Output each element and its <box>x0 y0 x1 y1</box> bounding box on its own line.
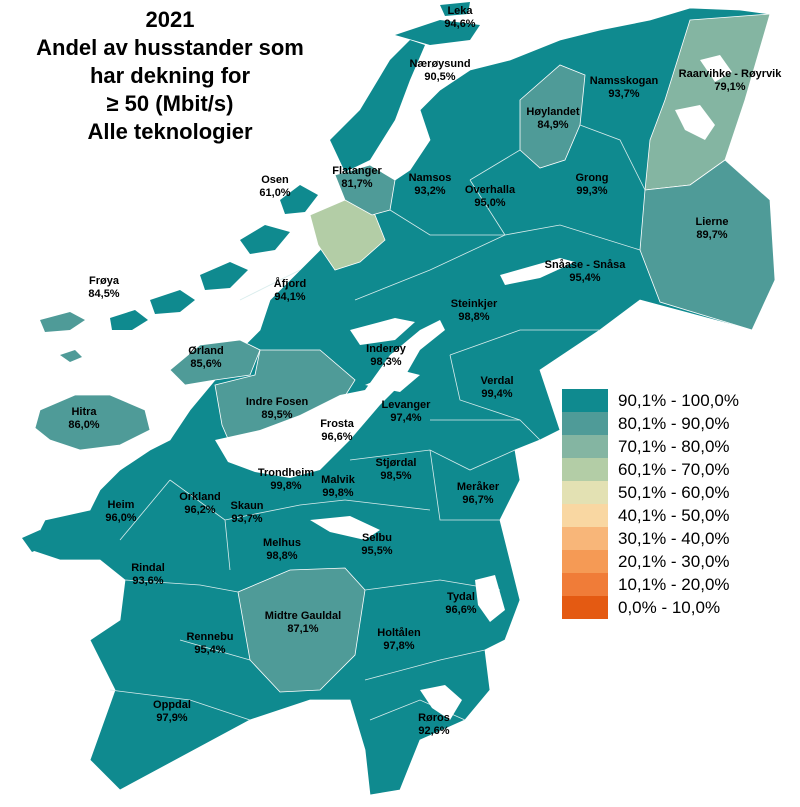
fjords-and-lakes <box>215 55 732 720</box>
label-orkland: Orkland 96,2% <box>179 491 221 516</box>
label-rindal: Rindal 93,6% <box>131 562 165 587</box>
title-line-2: har dekning for <box>89 63 251 88</box>
label-oppdal: Oppdal 97,9% <box>153 699 191 724</box>
legend-row: 90,1% - 100,0% <box>562 389 739 412</box>
label-rennebu: Rennebu 95,4% <box>186 631 234 656</box>
municipal-borders <box>109 124 646 721</box>
label-orland: Ørland 85,6% <box>188 345 224 370</box>
label-stjordal: Stjørdal 98,5% <box>375 457 417 482</box>
label-inderoy: Inderøy 98,3% <box>366 343 406 368</box>
label-royrvik: Raarvihke - Røyrvik 79,1% <box>678 68 782 93</box>
title-line-year: 2021 <box>145 7 195 32</box>
legend-label: 30,1% - 40,0% <box>618 528 730 548</box>
legend-label: 40,1% - 50,0% <box>618 505 730 525</box>
legend-swatch <box>562 596 608 619</box>
legend-swatch <box>562 573 608 596</box>
legend-swatch <box>562 412 608 435</box>
legend-label: 90,1% - 100,0% <box>618 390 739 410</box>
label-skaun: Skaun 93,7% <box>230 500 264 525</box>
legend-label: 60,1% - 70,0% <box>618 459 730 479</box>
legend: 90,1% - 100,0% 80,1% - 90,0% 70,1% - 80,… <box>562 389 739 619</box>
hitra-island <box>34 394 151 451</box>
label-melhus: Melhus 98,8% <box>263 537 301 562</box>
label-hitra: Hitra 86,0% <box>68 406 100 431</box>
label-naeroysund: Nærøysund 90,5% <box>409 58 471 83</box>
legend-swatch <box>562 527 608 550</box>
label-tydal: Tydal 96,6% <box>445 591 477 616</box>
legend-row: 40,1% - 50,0% <box>562 504 739 527</box>
legend-row: 0,0% - 10,0% <box>562 596 739 619</box>
legend-row: 20,1% - 30,0% <box>562 550 739 573</box>
legend-label: 0,0% - 10,0% <box>618 597 721 617</box>
legend-swatch <box>562 435 608 458</box>
legend-label: 10,1% - 20,0% <box>618 574 730 594</box>
label-verdal: Verdal 99,4% <box>480 375 514 400</box>
label-afjord: Åfjord 94,1% <box>273 278 307 303</box>
label-hoylandet: Høylandet 84,9% <box>526 106 580 131</box>
legend-row: 80,1% - 90,0% <box>562 412 739 435</box>
label-osen: Osen 61,0% <box>259 174 291 199</box>
label-steinkjer: Steinkjer 98,8% <box>450 298 498 323</box>
label-indre-fosen: Indre Fosen 89,5% <box>245 396 309 421</box>
coastal-islands <box>22 2 480 552</box>
froya-islands <box>40 312 85 332</box>
legend-swatch <box>562 389 608 412</box>
legend-label: 70,1% - 80,0% <box>618 436 730 456</box>
label-roros: Røros 92,6% <box>418 712 450 737</box>
label-frosta: Frosta 96,6% <box>320 418 354 443</box>
label-malvik: Malvik 99,8% <box>321 474 355 499</box>
label-levanger: Levanger 97,4% <box>381 399 431 424</box>
map-title: 2021 Andel av husstander som har dekning… <box>0 6 340 146</box>
legend-label: 50,1% - 60,0% <box>618 482 730 502</box>
title-line-3: ≥ 50 (Mbit/s) <box>106 91 234 116</box>
legend-row: 70,1% - 80,0% <box>562 435 739 458</box>
label-midtre-gauldal: Midtre Gauldal 87,1% <box>264 610 342 635</box>
legend-label: 80,1% - 90,0% <box>618 413 730 433</box>
legend-row: 50,1% - 60,0% <box>562 481 739 504</box>
label-trondheim: Trondheim 99,8% <box>257 467 315 492</box>
label-leka: Leka 94,6% <box>444 5 476 30</box>
legend-row: 30,1% - 40,0% <box>562 527 739 550</box>
title-line-4: Alle teknologier <box>87 119 253 144</box>
legend-swatch <box>562 458 608 481</box>
label-grong: Grong 99,3% <box>575 172 609 197</box>
label-namsskogan: Namsskogan 93,7% <box>589 75 659 100</box>
froya-islets <box>60 350 82 362</box>
label-overhalla: Overhalla 95,0% <box>464 184 516 209</box>
label-holtalen: Holtålen 97,8% <box>377 627 421 652</box>
legend-label: 20,1% - 30,0% <box>618 551 730 571</box>
legend-swatch <box>562 481 608 504</box>
label-lierne: Lierne 89,7% <box>695 216 729 241</box>
label-namsos: Namsos 93,2% <box>408 172 452 197</box>
orland-area <box>169 339 261 386</box>
title-line-1: Andel av husstander som <box>36 35 304 60</box>
label-selbu: Selbu 95,5% <box>361 532 393 557</box>
label-snasa: Snåase - Snåsa 95,4% <box>544 259 626 284</box>
legend-row: 60,1% - 70,0% <box>562 458 739 481</box>
label-froya: Frøya 84,5% <box>88 275 120 300</box>
legend-row: 10,1% - 20,0% <box>562 573 739 596</box>
legend-swatch <box>562 550 608 573</box>
hoylandet-area <box>519 64 586 169</box>
label-meraker: Meråker 96,7% <box>456 481 500 506</box>
label-heim: Heim 96,0% <box>105 499 137 524</box>
midtre-gauldal-area <box>237 567 366 693</box>
label-flatanger: Flatanger 81,7% <box>332 165 382 190</box>
lierne-area <box>639 159 776 331</box>
legend-swatch <box>562 504 608 527</box>
